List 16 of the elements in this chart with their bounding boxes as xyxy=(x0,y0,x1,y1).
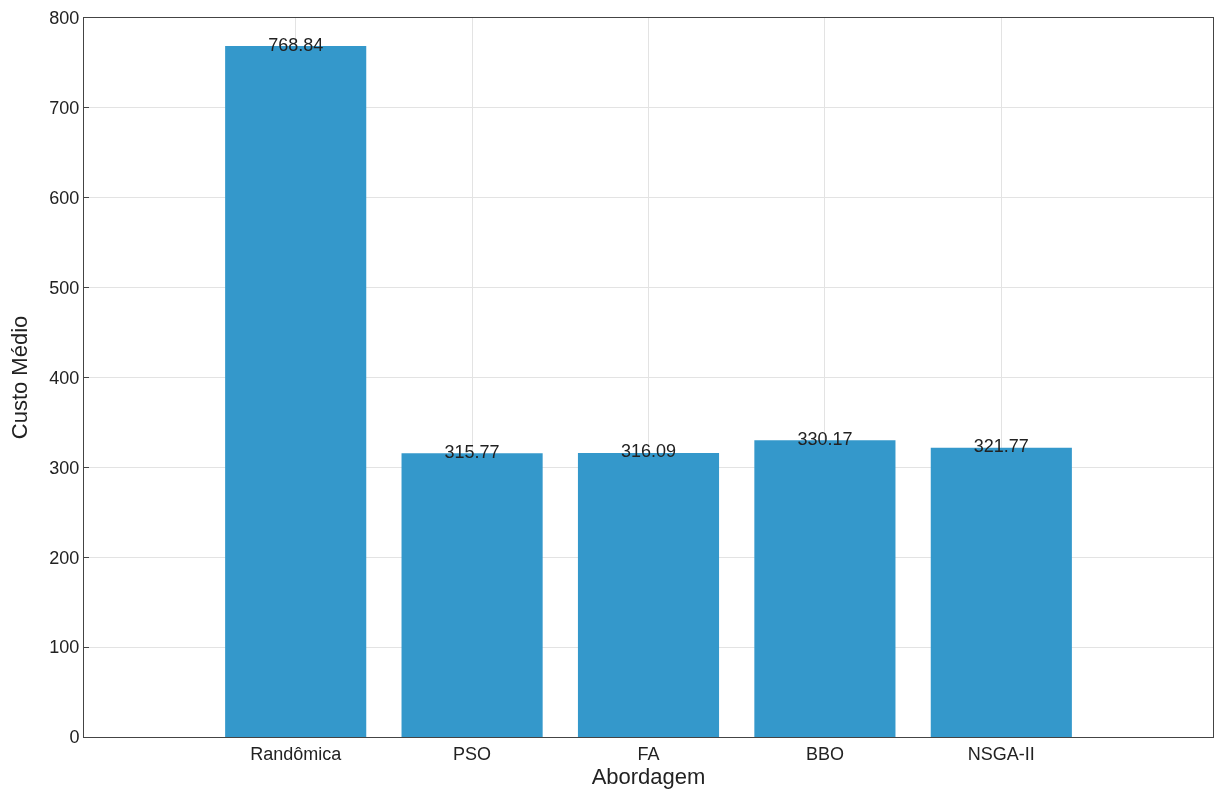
y-tick-label: 200 xyxy=(49,547,80,568)
y-tick-label: 800 xyxy=(49,8,80,29)
y-tick-label: 300 xyxy=(49,457,80,478)
y-tick-label: 600 xyxy=(49,188,80,209)
x-tick-label: FA xyxy=(637,743,660,764)
y-tick-label: 500 xyxy=(49,277,80,298)
y-tick-label: 700 xyxy=(49,98,80,119)
x-axis-title: Abordagem xyxy=(591,763,706,789)
y-tick-label: 0 xyxy=(69,727,80,748)
x-tick-label: Randômica xyxy=(250,743,343,764)
y-tick-label: 400 xyxy=(49,367,80,388)
x-tick-label: BBO xyxy=(805,743,844,764)
y-axis-title: Custo Médio xyxy=(7,315,33,440)
x-tick-label: NSGA-II xyxy=(967,743,1035,764)
x-tick-label: PSO xyxy=(453,743,492,764)
y-tick-label: 100 xyxy=(49,637,80,658)
